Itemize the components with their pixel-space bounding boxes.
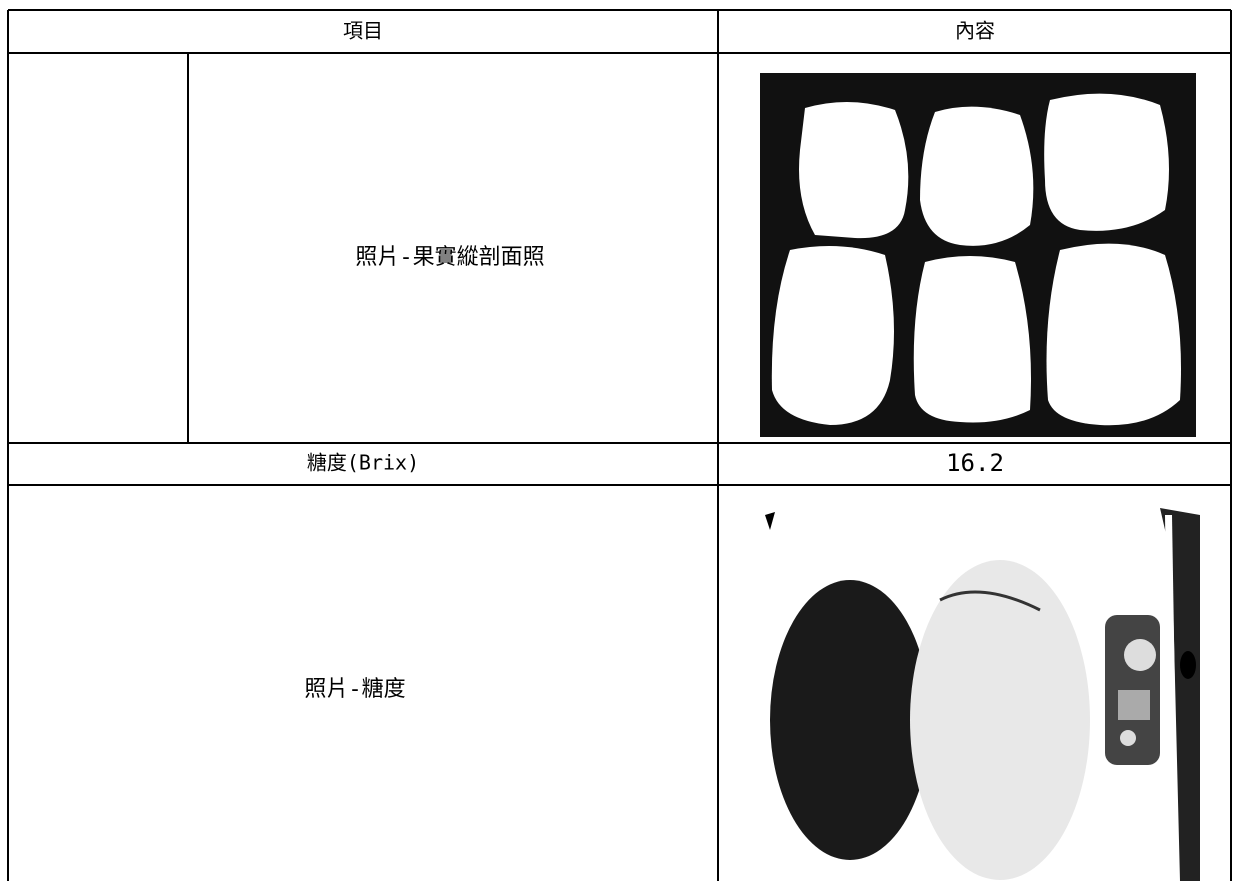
item-cell: 糖度(Brix) [307,451,419,475]
photo-cross-section [760,73,1196,437]
header-cell: 項目 [343,19,383,43]
content-cell: 16.2 [946,449,1004,477]
header-cell: 內容 [955,19,995,43]
photo-brix [760,508,1200,881]
table-rules [7,9,1232,881]
item-cell: 照片-果實縱剖面照 [355,245,544,270]
item-cell: 照片-糖度 [304,677,405,702]
